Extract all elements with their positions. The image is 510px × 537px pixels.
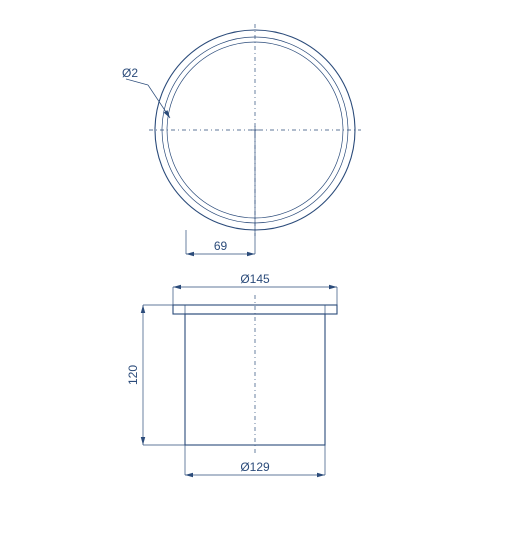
dim-120: 120 (126, 365, 140, 385)
dim-d129: Ø129 (240, 460, 270, 474)
dim-d145: Ø145 (240, 272, 270, 286)
dim-69: 69 (214, 239, 228, 253)
dim-d2: Ø2 (122, 66, 138, 80)
